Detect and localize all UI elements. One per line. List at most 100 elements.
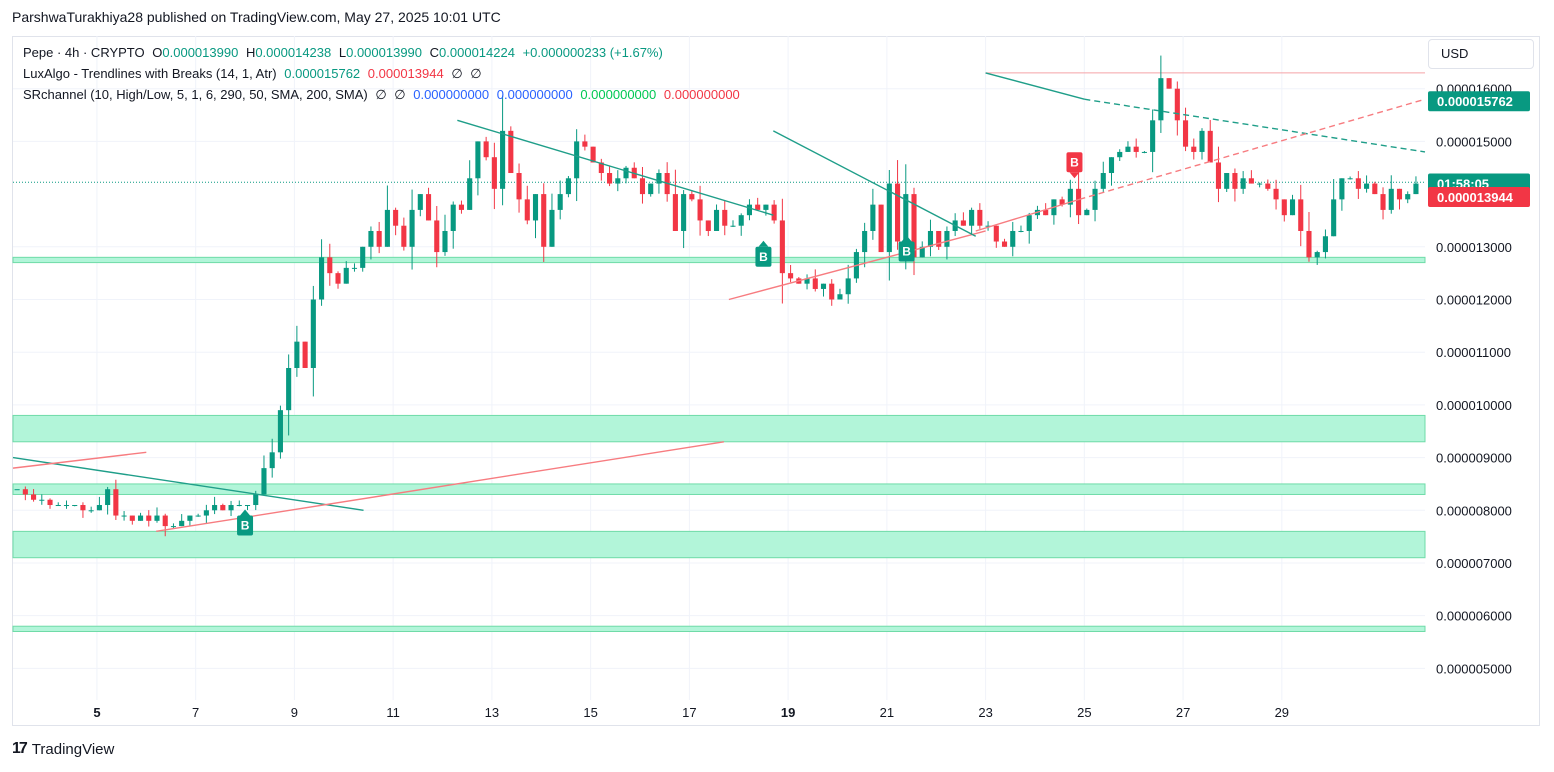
- candle-body: [886, 183, 892, 253]
- x-tick-label: 21: [880, 705, 894, 720]
- candle-body: [804, 278, 810, 284]
- candle-body: [1174, 88, 1180, 121]
- sr-zone: [12, 256, 1426, 264]
- candle-body: [1059, 199, 1065, 205]
- candle-body: [88, 510, 94, 512]
- candle-body: [244, 505, 251, 507]
- y-tick-label: 0.000011000: [1436, 345, 1511, 360]
- break-marker-label: B: [902, 245, 911, 259]
- candle-body: [845, 278, 851, 295]
- candle-body: [195, 515, 201, 517]
- candle-body: [738, 215, 744, 226]
- candle-body: [1166, 78, 1172, 89]
- candle-body: [1141, 151, 1147, 153]
- candle-body: [1092, 188, 1098, 210]
- break-marker-badge: [898, 241, 915, 262]
- legend-high: 0.000014238: [255, 45, 332, 60]
- candle-body: [1314, 252, 1320, 258]
- indicator-1-value-4: ∅: [470, 66, 482, 81]
- candle-body: [1183, 120, 1189, 147]
- candle-body: [409, 209, 415, 247]
- candle-body: [1018, 230, 1024, 232]
- candle-body: [277, 410, 283, 453]
- candle-body: [475, 141, 481, 179]
- legend-low: 0.000013990: [346, 45, 423, 60]
- candle-body: [1158, 78, 1164, 121]
- y-tick-label: 0.000008000: [1436, 503, 1512, 518]
- candle-body: [524, 199, 530, 221]
- candle-body: [557, 194, 563, 210]
- candle-body: [22, 489, 28, 495]
- x-tick-label: 5: [93, 705, 100, 720]
- candle-body: [903, 194, 909, 242]
- y-tick-label: 0.000015000: [1436, 134, 1512, 149]
- break-marker-badge: [1066, 152, 1083, 173]
- candle-body: [393, 209, 399, 226]
- indicator-1-name: LuxAlgo - Trendlines with Breaks (14, 1,…: [23, 66, 277, 81]
- candle-body: [1117, 151, 1123, 158]
- candle-body: [1339, 178, 1345, 200]
- candle-body: [1067, 188, 1073, 205]
- candle-body: [1076, 188, 1082, 216]
- break-marker-pointer: [240, 509, 251, 516]
- currency-button[interactable]: USD: [1428, 39, 1534, 69]
- candle-body: [812, 278, 818, 289]
- legend-indicator-1[interactable]: LuxAlgo - Trendlines with Breaks (14, 1,…: [23, 66, 486, 82]
- indicator-2-name: SRchannel (10, High/Low, 5, 1, 6, 290, 5…: [23, 87, 368, 102]
- trendline-up: [728, 230, 986, 301]
- candle-body: [80, 505, 86, 511]
- break-marker-label: B: [1070, 155, 1079, 169]
- candle-body: [261, 468, 267, 495]
- indicator-2-value-5: 0.000000000: [580, 87, 657, 102]
- candle-body: [648, 183, 654, 195]
- candle-body: [919, 246, 925, 258]
- break-marker-badge: [755, 246, 772, 267]
- break-marker-label: B: [241, 519, 250, 533]
- break-marker-badge: [237, 515, 254, 536]
- candle-body: [376, 230, 382, 247]
- indicator-1-value-1: 0.000015762: [284, 66, 361, 81]
- legend-indicator-2[interactable]: SRchannel (10, High/Low, 5, 1, 6, 290, 5…: [23, 87, 744, 103]
- candle-body: [467, 178, 473, 210]
- candle-body: [1281, 199, 1287, 216]
- legend-o-label: O: [152, 45, 163, 60]
- candle-body: [162, 515, 168, 527]
- candle-body: [187, 515, 193, 521]
- sr-zone: [12, 483, 1426, 495]
- candle-body: [343, 267, 349, 284]
- candle-body: [1257, 183, 1263, 185]
- candle-body: [565, 178, 571, 195]
- candle-body: [121, 515, 127, 517]
- candle-body: [1191, 146, 1197, 152]
- candle-body: [1388, 188, 1394, 210]
- candle-body: [771, 204, 777, 221]
- candle-body: [1289, 199, 1296, 216]
- candle-body: [1265, 183, 1271, 189]
- legend-symbol[interactable]: Pepe · 4h · CRYPTO: [23, 45, 145, 60]
- indicator-2-value-2: ∅: [394, 87, 406, 102]
- candle-body: [1084, 209, 1090, 216]
- candle-body: [1306, 230, 1312, 258]
- trendline-down: [457, 119, 774, 216]
- x-tick-label: 23: [978, 705, 992, 720]
- candle-body: [491, 157, 497, 189]
- candle-body: [1380, 194, 1386, 210]
- trendline-up: [12, 451, 147, 469]
- candle-body: [656, 173, 662, 184]
- x-tick-label: 27: [1176, 705, 1190, 720]
- y-tick-label: 0.000005000: [1436, 661, 1512, 676]
- legend-open: 0.000013990: [162, 45, 239, 60]
- candle-body: [911, 194, 917, 258]
- candle-body: [319, 257, 325, 300]
- indicator-2-value-3: 0.000000000: [413, 87, 490, 102]
- candle-body: [1413, 183, 1419, 195]
- candle-body: [977, 209, 983, 226]
- indicator-1-value-3: ∅: [451, 66, 463, 81]
- legend-change: +0.000000233 (+1.67%): [522, 45, 663, 60]
- tradingview-mark-icon: 17: [12, 740, 28, 757]
- tradingview-logo[interactable]: 17 TradingView: [12, 740, 114, 758]
- candle-body: [689, 194, 695, 200]
- candle-body: [269, 452, 275, 469]
- candle-body: [55, 505, 61, 507]
